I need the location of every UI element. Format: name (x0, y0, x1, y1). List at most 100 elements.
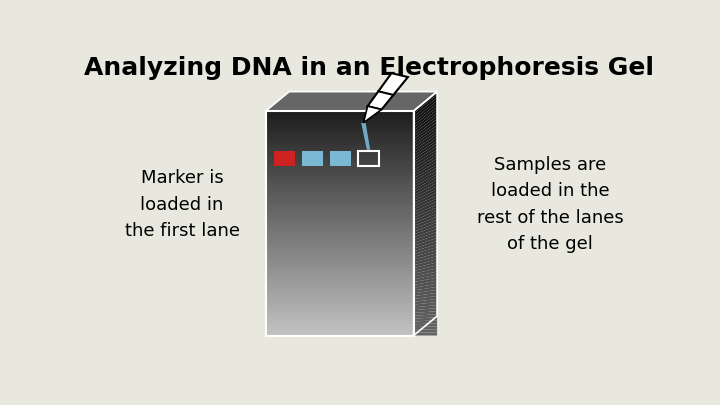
Polygon shape (414, 174, 437, 190)
Polygon shape (414, 241, 437, 251)
Polygon shape (414, 92, 437, 114)
Polygon shape (266, 207, 414, 209)
Polygon shape (414, 213, 437, 226)
Polygon shape (414, 95, 437, 117)
Polygon shape (266, 92, 437, 111)
Polygon shape (414, 232, 437, 243)
Polygon shape (414, 259, 437, 268)
Polygon shape (414, 302, 437, 307)
Polygon shape (266, 139, 414, 142)
Polygon shape (266, 198, 414, 201)
Polygon shape (266, 114, 414, 117)
Polygon shape (414, 217, 437, 229)
Polygon shape (414, 314, 437, 319)
Polygon shape (266, 254, 414, 257)
Polygon shape (414, 299, 437, 305)
Polygon shape (266, 111, 414, 114)
Polygon shape (414, 229, 437, 240)
Polygon shape (414, 277, 437, 285)
Polygon shape (414, 220, 437, 232)
Polygon shape (266, 117, 414, 119)
Polygon shape (266, 215, 414, 217)
Polygon shape (274, 151, 294, 166)
Polygon shape (361, 123, 370, 150)
Polygon shape (414, 198, 437, 212)
Polygon shape (414, 269, 437, 277)
Polygon shape (414, 131, 437, 150)
Polygon shape (414, 189, 437, 204)
Polygon shape (266, 212, 414, 215)
Polygon shape (266, 153, 414, 156)
Polygon shape (414, 143, 437, 162)
Polygon shape (266, 285, 414, 288)
Polygon shape (414, 247, 437, 257)
Polygon shape (266, 217, 414, 220)
Polygon shape (414, 207, 437, 220)
Polygon shape (266, 162, 414, 164)
Polygon shape (266, 249, 414, 251)
Polygon shape (414, 134, 437, 153)
Polygon shape (266, 133, 414, 136)
Polygon shape (266, 234, 414, 237)
Polygon shape (414, 119, 437, 139)
Polygon shape (414, 293, 437, 299)
Polygon shape (330, 151, 351, 166)
Polygon shape (266, 260, 414, 262)
Polygon shape (266, 293, 414, 296)
Polygon shape (414, 153, 437, 170)
Polygon shape (364, 106, 382, 123)
Polygon shape (414, 101, 437, 122)
Polygon shape (266, 173, 414, 175)
Polygon shape (414, 235, 437, 246)
Text: Marker is
loaded in
the first lane: Marker is loaded in the first lane (125, 169, 240, 240)
Polygon shape (266, 167, 414, 170)
Polygon shape (414, 128, 437, 147)
Polygon shape (414, 180, 437, 195)
Polygon shape (414, 317, 437, 322)
Polygon shape (266, 282, 414, 285)
Polygon shape (414, 253, 437, 262)
Polygon shape (414, 226, 437, 237)
Polygon shape (414, 223, 437, 234)
Polygon shape (266, 190, 414, 192)
Polygon shape (266, 181, 414, 184)
Polygon shape (414, 205, 437, 217)
Polygon shape (414, 165, 437, 181)
Polygon shape (266, 310, 414, 313)
Polygon shape (414, 147, 437, 164)
Polygon shape (266, 131, 414, 133)
Polygon shape (414, 171, 437, 187)
Polygon shape (266, 274, 414, 277)
Polygon shape (266, 324, 414, 327)
Polygon shape (266, 223, 414, 226)
Polygon shape (414, 290, 437, 296)
Polygon shape (414, 116, 437, 136)
Polygon shape (266, 288, 414, 291)
Polygon shape (414, 244, 437, 254)
Polygon shape (414, 308, 437, 313)
Polygon shape (414, 281, 437, 288)
Polygon shape (266, 316, 414, 319)
Polygon shape (266, 333, 414, 335)
Polygon shape (266, 327, 414, 330)
Polygon shape (266, 170, 414, 173)
Polygon shape (266, 307, 414, 310)
Polygon shape (266, 232, 414, 234)
Polygon shape (414, 256, 437, 265)
Polygon shape (414, 329, 437, 333)
Polygon shape (414, 177, 437, 192)
Polygon shape (266, 243, 414, 246)
Polygon shape (414, 262, 437, 271)
Polygon shape (414, 137, 437, 156)
Polygon shape (414, 323, 437, 327)
Polygon shape (266, 142, 414, 145)
Polygon shape (266, 119, 414, 122)
Polygon shape (414, 186, 437, 201)
Polygon shape (414, 98, 437, 119)
Polygon shape (414, 104, 437, 125)
Polygon shape (266, 136, 414, 139)
Polygon shape (266, 257, 414, 260)
Polygon shape (266, 187, 414, 190)
Polygon shape (414, 168, 437, 184)
Polygon shape (266, 305, 414, 307)
